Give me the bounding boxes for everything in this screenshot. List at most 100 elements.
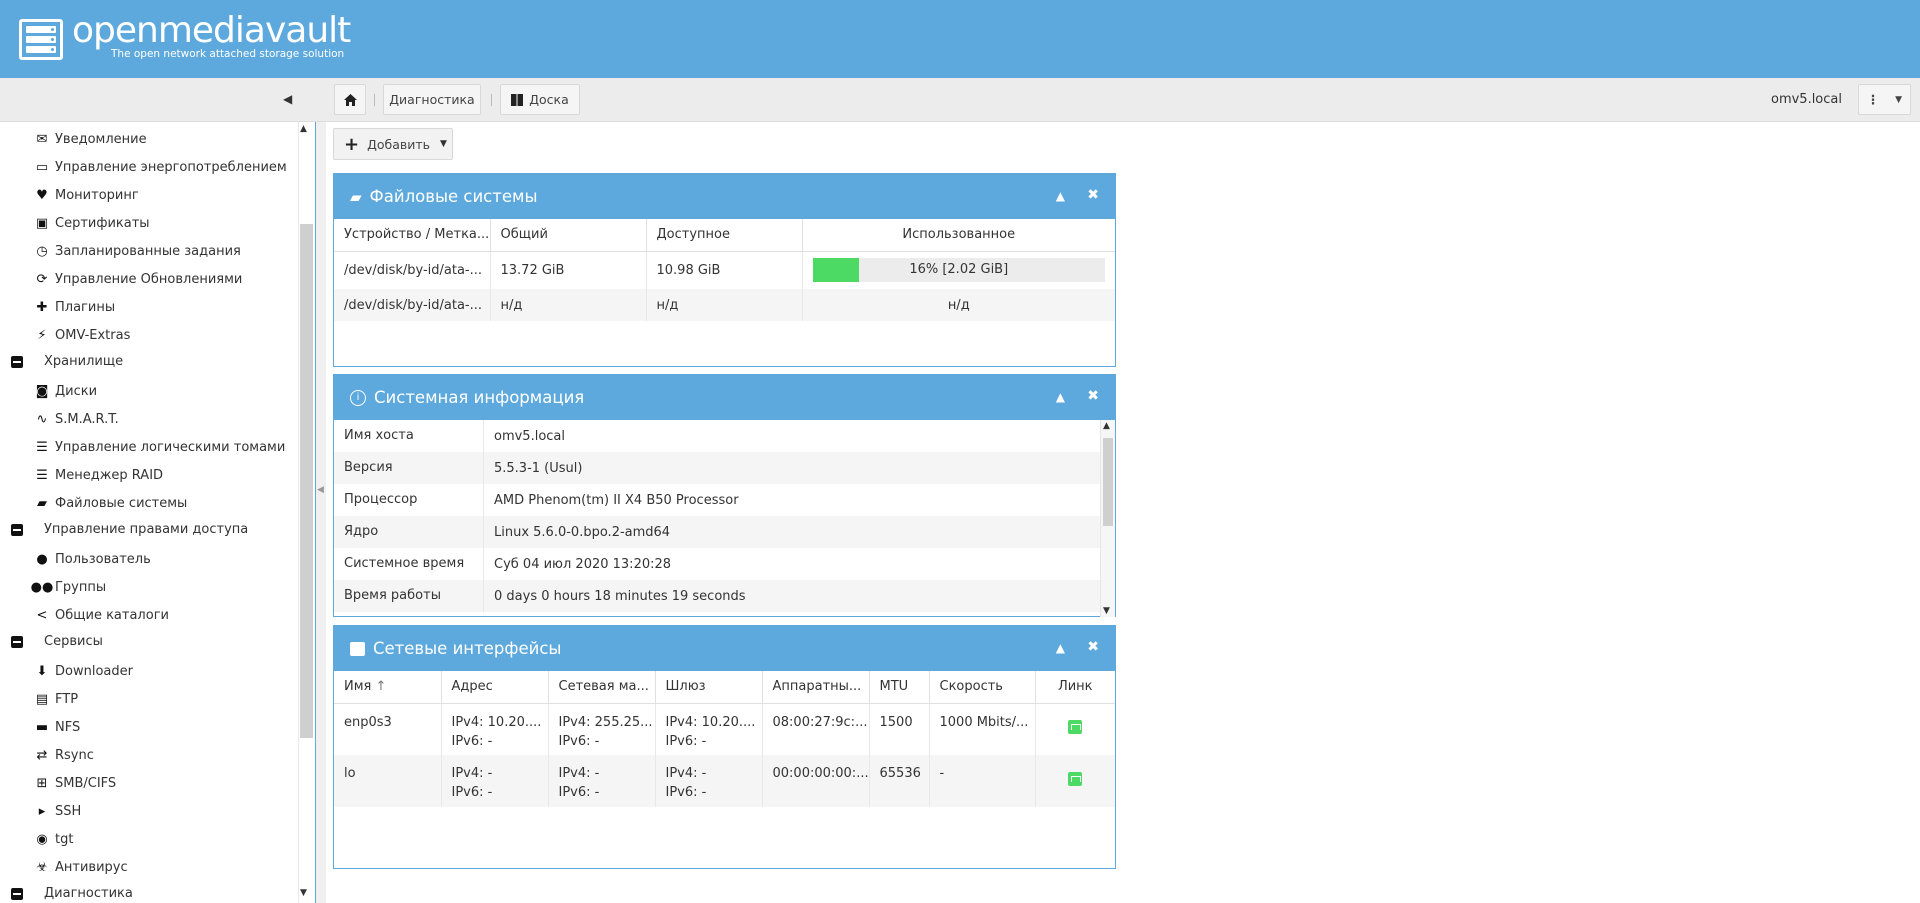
tgt-disk-icon: ◉ bbox=[36, 831, 48, 847]
sidebar-item[interactable]: ☣ Антивирус bbox=[33, 858, 127, 876]
collapse-icon[interactable] bbox=[10, 523, 24, 537]
sysinfo-value: omv5.local bbox=[494, 428, 566, 444]
sidebar-item[interactable]: ◷ Запланированные задания bbox=[33, 242, 241, 260]
collapse-icon[interactable] bbox=[10, 887, 24, 901]
raid-database-icon: ☰ bbox=[36, 467, 48, 483]
column-header[interactable]: MTU bbox=[869, 671, 930, 704]
sidebar-item-label: Файловые системы bbox=[55, 495, 188, 511]
sidebar-item[interactable]: Диагностика bbox=[10, 886, 133, 901]
column-header[interactable]: Устройство / Метка... bbox=[334, 219, 491, 252]
sidebar-item[interactable]: ◙ Диски bbox=[33, 382, 97, 400]
column-header[interactable]: Линк bbox=[1035, 671, 1115, 704]
column-header[interactable]: Сетевая ма... bbox=[548, 671, 656, 704]
scroll-down-icon[interactable]: ▼ bbox=[300, 888, 307, 898]
scroll-up-icon[interactable]: ▲ bbox=[1103, 421, 1110, 431]
user-menu-button[interactable]: ⋮ ▼ bbox=[1858, 84, 1911, 115]
sidebar-item[interactable]: ✚ Плагины bbox=[33, 298, 116, 316]
network-table: Имя ↑ Адрес Сетевая ма... Шлюз Аппаратны… bbox=[334, 671, 1115, 807]
net-mtu-cell-line: 1500 bbox=[879, 714, 913, 730]
breadcrumb-diagnostics[interactable]: Диагностика bbox=[383, 84, 481, 115]
scrollbar-thumb[interactable] bbox=[1103, 438, 1113, 526]
net-speed-cell: 1000 Mbits/... bbox=[929, 703, 1036, 755]
sysinfo-value: AMD Phenom(tm) II X4 B50 Processor bbox=[494, 492, 739, 508]
sidebar-item-label: NFS bbox=[55, 719, 81, 735]
more-vertical-icon[interactable]: ⋮ bbox=[1866, 92, 1880, 107]
table-row[interactable]: /dev/disk/by-id/ata-... 13.72 GiB 10.98 … bbox=[334, 251, 1115, 289]
sidebar-item[interactable]: ▣ Сертификаты bbox=[33, 214, 150, 232]
sidebar-item[interactable]: ● Пользователь bbox=[33, 550, 150, 568]
collapse-widget-icon[interactable]: ▲ bbox=[1055, 641, 1065, 655]
sidebar-item-label: SMB/CIFS bbox=[55, 775, 117, 791]
sidebar-item[interactable]: < Общие каталоги bbox=[33, 606, 169, 624]
column-header[interactable]: Доступное bbox=[646, 219, 803, 252]
puzzle-icon: ✚ bbox=[36, 299, 48, 315]
filesystems-widget-header: ▰ Файловые системы ▲ ✖ bbox=[334, 174, 1115, 219]
net-address-cell-line: IPv4: 10.20.... bbox=[451, 714, 542, 730]
sidebar-item[interactable]: ●● Группы bbox=[31, 578, 106, 596]
column-header[interactable]: Общий bbox=[490, 219, 647, 252]
column-header[interactable]: Адрес bbox=[441, 671, 549, 704]
sidebar-item[interactable]: ◉ tgt bbox=[33, 830, 73, 848]
sidebar-item[interactable]: ☰ Управление логическими томами bbox=[33, 438, 285, 456]
fs-device-cell: /dev/disk/by-id/ata-... bbox=[334, 251, 491, 289]
column-header[interactable]: Аппаратны... bbox=[762, 671, 870, 704]
collapse-icon[interactable] bbox=[10, 355, 24, 369]
sidebar-item[interactable]: ▸ SSH bbox=[33, 802, 82, 820]
net-speed-cell-line: - bbox=[939, 766, 945, 781]
sidebar-splitter[interactable]: ◀ bbox=[316, 122, 326, 903]
sidebar-item[interactable]: ∿ S.M.A.R.T. bbox=[33, 410, 119, 428]
sidebar-scrollbar-thumb[interactable] bbox=[300, 224, 313, 738]
sidebar-item[interactable]: ⚡ OMV-Extras bbox=[33, 326, 130, 344]
sidebar-item-label: Хранилище bbox=[44, 354, 124, 369]
sidebar-item-label: Управление правами доступа bbox=[44, 522, 249, 537]
scroll-up-icon[interactable]: ▲ bbox=[300, 124, 307, 134]
add-widget-button[interactable]: + Добавить ▼ bbox=[333, 128, 453, 160]
sidebar-item[interactable]: Управление правами доступа bbox=[10, 522, 248, 537]
sidebar-item[interactable]: ▤ FTP bbox=[33, 690, 78, 708]
sidebar-item[interactable]: ☰ Менеджер RAID bbox=[33, 466, 163, 484]
table-row[interactable]: enp0s3 IPv4: 10.20.... IPv6: - IPv4: 255.25… bbox=[334, 703, 1115, 755]
sysinfo-key: Имя хоста bbox=[334, 420, 484, 452]
sidebar-item[interactable]: ✉ Уведомление bbox=[33, 130, 147, 148]
server-icon: ▤ bbox=[35, 691, 49, 707]
column-header[interactable]: Шлюз bbox=[655, 671, 763, 704]
collapse-widget-icon[interactable]: ▲ bbox=[1055, 189, 1065, 203]
breadcrumb-dashboard[interactable]: Доска bbox=[500, 84, 580, 115]
sidebar-item[interactable]: ⊞ SMB/CIFS bbox=[33, 774, 117, 792]
collapse-icon[interactable] bbox=[10, 635, 24, 649]
chevron-down-icon[interactable]: ▼ bbox=[1895, 94, 1903, 105]
sidebar-item[interactable]: Хранилище bbox=[10, 354, 123, 369]
home-button[interactable] bbox=[334, 84, 366, 115]
column-header[interactable]: Скорость bbox=[929, 671, 1036, 704]
sidebar-item[interactable]: ⇄ Rsync bbox=[33, 746, 94, 764]
sidebar-item[interactable]: ⟳ Управление Обновлениями bbox=[33, 270, 243, 288]
calendar-clock-icon: ◷ bbox=[36, 243, 48, 259]
sidebar-item[interactable]: ▬ NFS bbox=[33, 718, 80, 736]
net-hwaddr-cell-line: 00:00:00:00:... bbox=[772, 766, 869, 781]
collapse-sidebar-icon[interactable]: ◀ bbox=[283, 92, 293, 106]
openmediavault-logo-icon bbox=[19, 19, 63, 60]
close-widget-icon[interactable]: ✖ bbox=[1087, 388, 1099, 404]
column-header[interactable]: Использованное bbox=[802, 219, 1115, 252]
sidebar-item[interactable]: Сервисы bbox=[10, 634, 103, 649]
database-icon: ☰ bbox=[36, 439, 48, 455]
sidebar-item[interactable]: ▭ Управление энергопотреблением bbox=[33, 158, 287, 176]
sidebar-item[interactable]: ▰ Файловые системы bbox=[33, 494, 187, 512]
system-info-scrollbar[interactable]: ▲ ▼ bbox=[1100, 420, 1115, 617]
usage-progress-fill bbox=[812, 258, 860, 283]
navigation-sidebar: ✉ Уведомление ▭ Управление энергопотреблени… bbox=[0, 122, 316, 903]
close-widget-icon[interactable]: ✖ bbox=[1087, 187, 1099, 203]
list-item: Время работы 0 days 0 hours 18 minutes 19… bbox=[334, 580, 1100, 612]
sysinfo-key: Версия bbox=[334, 452, 484, 484]
table-row[interactable]: lo IPv4: - IPv6: - IPv4: - IPv6: - IPv4: - IPv… bbox=[334, 755, 1115, 807]
table-row[interactable]: /dev/disk/by-id/ata-... н/д н/д н/д bbox=[334, 289, 1115, 321]
scroll-down-icon[interactable]: ▼ bbox=[1103, 606, 1110, 616]
sidebar-item[interactable]: ♥ Мониторинг bbox=[33, 186, 139, 204]
sidebar-item[interactable]: ⬇ Downloader bbox=[33, 662, 133, 680]
net-netmask-cell-line: IPv4: - bbox=[558, 766, 600, 781]
collapse-widget-icon[interactable]: ▲ bbox=[1055, 390, 1065, 404]
column-header-name[interactable]: Имя ↑ bbox=[334, 671, 442, 704]
heartbeat-icon: ♥ bbox=[36, 187, 48, 203]
home-icon bbox=[343, 93, 357, 106]
close-widget-icon[interactable]: ✖ bbox=[1087, 639, 1099, 655]
